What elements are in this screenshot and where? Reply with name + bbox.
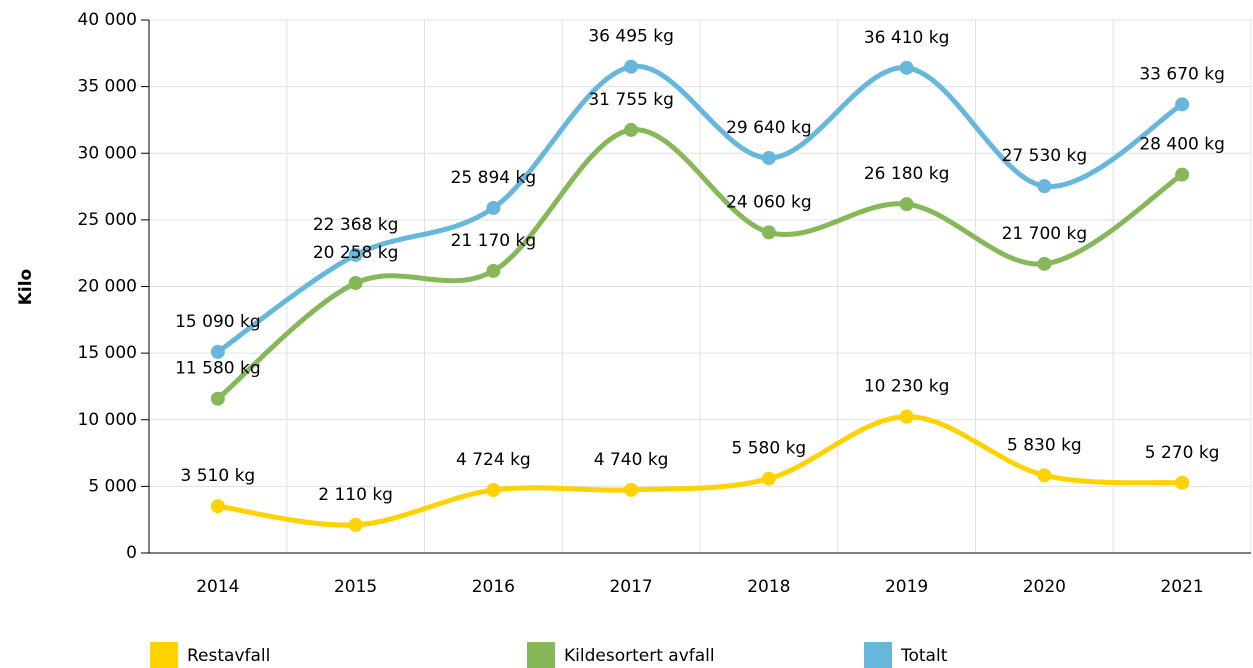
data-label: 28 400 kg [1139,135,1225,155]
y-tick-label: 40 000 [78,10,137,30]
data-point [761,151,776,166]
data-label: 22 368 kg [313,215,399,235]
legend-label: Totalt [900,646,948,666]
series-line [216,127,1184,401]
data-label: 15 090 kg [175,312,261,332]
y-tick-label: 35 000 [78,77,137,97]
data-label: 36 495 kg [588,27,674,47]
data-point [486,483,501,498]
data-label: 21 170 kg [451,231,537,251]
y-axis-title: Kilo [16,269,36,306]
data-label: 27 530 kg [1002,146,1088,166]
data-label: 31 755 kg [588,90,674,110]
data-point [348,247,363,262]
data-label: 26 180 kg [864,164,950,184]
x-tick-label: 2020 [1023,577,1066,597]
data-label: 25 894 kg [451,168,537,188]
data-label: 5 270 kg [1145,443,1220,463]
data-point [761,471,776,486]
data-label: 3 510 kg [181,466,256,486]
y-tick-label: 0 [126,543,137,563]
y-tick-label: 10 000 [78,410,137,430]
data-point [210,391,225,406]
data-label: 24 060 kg [726,192,812,212]
data-point [1037,256,1052,271]
y-tick-label: 5 000 [88,476,137,496]
data-point [624,59,639,74]
x-tick-label: 2018 [747,577,790,597]
data-point [210,499,225,514]
legend-swatch [150,642,178,668]
data-point [761,225,776,240]
data-point [486,200,501,215]
data-label: 10 230 kg [864,377,950,397]
data-point [899,197,914,212]
data-label: 29 640 kg [726,118,812,138]
data-point [1175,475,1190,490]
y-tick-label: 25 000 [78,210,137,230]
series-line [216,63,1184,354]
y-tick-label: 20 000 [78,277,137,297]
data-point [1037,468,1052,483]
series-line [217,414,1183,528]
data-label: 11 580 kg [175,359,261,379]
data-point [899,60,914,75]
data-point [486,263,501,278]
x-tick-label: 2017 [609,577,652,597]
data-label: 36 410 kg [864,28,950,48]
data-label: 20 258 kg [313,243,399,263]
x-tick-label: 2021 [1160,577,1203,597]
data-label: 5 830 kg [1007,435,1082,455]
data-point [210,344,225,359]
data-point [1175,97,1190,112]
legend-swatch [864,642,892,668]
data-label: 21 700 kg [1002,224,1088,244]
data-point [624,482,639,497]
data-point [1037,179,1052,194]
data-label: 33 670 kg [1139,64,1225,84]
y-tick-label: 15 000 [78,343,137,363]
data-label: 5 580 kg [732,439,807,459]
legend-label: Kildesortert avfall [564,646,715,666]
data-point [899,409,914,424]
legend-label: Restavfall [187,646,270,666]
data-point [624,122,639,137]
data-point [348,276,363,291]
data-label: 4 724 kg [456,450,531,470]
data-point [348,517,363,532]
data-label: 4 740 kg [594,450,669,470]
x-tick-label: 2019 [885,577,928,597]
data-label: 2 110 kg [318,485,393,505]
x-tick-label: 2014 [196,577,239,597]
data-point [1175,167,1190,182]
x-tick-label: 2015 [334,577,377,597]
x-tick-label: 2016 [472,577,515,597]
legend-swatch [527,642,555,668]
y-tick-label: 30 000 [78,143,137,163]
